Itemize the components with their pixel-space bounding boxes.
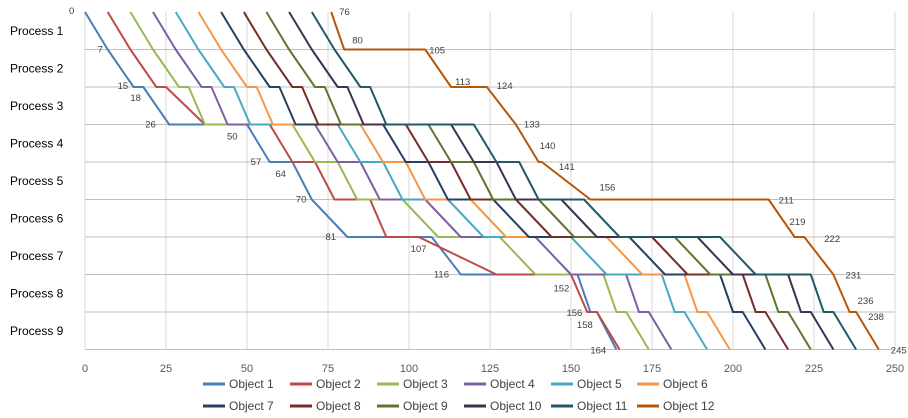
process-label-1: Process 1 <box>10 24 64 38</box>
annotation-70-level-5: 70 <box>296 195 307 206</box>
process-label-3: Process 3 <box>10 99 64 113</box>
annotation-238-level-8: 238 <box>868 312 884 323</box>
x-tick-25: 25 <box>160 363 172 375</box>
legend-label-object-9: Object 9 <box>403 399 448 413</box>
annotation-15-level-2: 15 <box>118 81 129 92</box>
process-label-2: Process 2 <box>10 61 64 75</box>
series-line-object-5 <box>174 11 708 351</box>
annotation-156-level-5: 156 <box>599 183 615 194</box>
annotation-105-level-1: 105 <box>429 46 445 57</box>
series-line-object-3 <box>129 11 650 351</box>
annotation-140-level-4: 140 <box>540 141 556 152</box>
annotation-76-level-0: 76 <box>339 7 350 18</box>
annotation-141-level-4: 141 <box>559 162 575 173</box>
annotation-57-level-4: 57 <box>251 157 262 168</box>
x-tick-150: 150 <box>562 363 580 375</box>
annotation-133-level-3: 133 <box>524 120 540 131</box>
legend-label-object-10: Object 10 <box>490 399 542 413</box>
x-tick-0: 0 <box>82 363 88 375</box>
annotation-222-level-6: 222 <box>824 234 840 245</box>
annotation-18-level-2: 18 <box>130 93 141 104</box>
annotation-113-level-2: 113 <box>455 77 470 88</box>
legend-label-object-6: Object 6 <box>663 377 708 391</box>
series-line-object-7 <box>220 11 767 351</box>
annotation-156-level-8: 156 <box>566 308 582 319</box>
legend-label-object-7: Object 7 <box>229 399 274 413</box>
annotation-26-level-3: 26 <box>145 120 156 131</box>
process-label-4: Process 4 <box>10 136 64 150</box>
x-axis-tick-labels: 0 25 50 75 100 125 150 175 200 225 250 <box>82 363 904 375</box>
annotation-164-level-9: 164 <box>590 346 606 357</box>
annotation-219-level-6: 219 <box>790 217 806 228</box>
series-line-object-9 <box>265 11 812 351</box>
process-label-7: Process 7 <box>10 249 64 263</box>
process-labels: Process 1 Process 2 Process 3 Process 4 Proc… <box>10 24 64 338</box>
x-tick-125: 125 <box>481 363 499 375</box>
process-label-9: Process 9 <box>10 324 64 338</box>
x-tick-175: 175 <box>643 363 661 375</box>
annotation-50-level-3: 50 <box>227 132 238 143</box>
annotation-211-level-5: 211 <box>779 196 794 207</box>
annotation-0-level-0: 0 <box>69 6 74 17</box>
series-lines <box>84 11 880 351</box>
x-tick-250: 250 <box>886 363 904 375</box>
legend-label-object-12: Object 12 <box>663 399 715 413</box>
series-line-object-1 <box>84 11 618 350</box>
annotation-152-level-7: 152 <box>553 284 569 295</box>
annotation-124-level-2: 124 <box>497 81 513 92</box>
annotation-81-level-6: 81 <box>325 232 336 243</box>
legend: Object 1 Object 2 Object 3 Object 4 Object 5… <box>203 377 715 413</box>
legend-label-object-2: Object 2 <box>316 377 361 391</box>
x-tick-75: 75 <box>322 363 334 375</box>
series-line-object-8 <box>242 11 789 351</box>
legend-label-object-4: Object 4 <box>490 377 535 391</box>
process-label-5: Process 5 <box>10 174 64 188</box>
series-line-object-2 <box>106 11 621 351</box>
x-tick-200: 200 <box>724 363 742 375</box>
annotation-80-level-1: 80 <box>352 36 363 47</box>
process-label-8: Process 8 <box>10 286 64 300</box>
x-tick-50: 50 <box>241 363 253 375</box>
annotation-158-level-8: 158 <box>577 320 593 331</box>
annotation-64-level-4: 64 <box>275 169 286 180</box>
legend-label-object-3: Object 3 <box>403 377 448 391</box>
x-tick-225: 225 <box>805 363 823 375</box>
legend-label-object-1: Object 1 <box>229 377 274 391</box>
annotation-245-level-9: 245 <box>891 346 907 357</box>
annotation-107-level-6: 107 <box>411 244 427 255</box>
annotation-236-level-8: 236 <box>858 296 874 307</box>
legend-label-object-8: Object 8 <box>316 399 361 413</box>
series-line-object-6 <box>197 11 731 351</box>
annotation-7-level-1: 7 <box>98 45 103 56</box>
series-line-object-10 <box>288 11 835 351</box>
legend-label-object-11: Object 11 <box>577 399 628 413</box>
annotation-116-level-7: 116 <box>434 270 449 281</box>
series-line-object-4 <box>152 11 673 351</box>
annotation-231-level-7: 231 <box>845 271 861 282</box>
legend-label-object-5: Object 5 <box>577 377 622 391</box>
series-line-object-11 <box>310 11 857 351</box>
series-line-object-12 <box>330 11 880 351</box>
process-label-6: Process 6 <box>10 211 64 225</box>
time-annotations: 0715182650576470811071161521561581647680… <box>69 6 907 357</box>
x-tick-100: 100 <box>400 363 418 375</box>
